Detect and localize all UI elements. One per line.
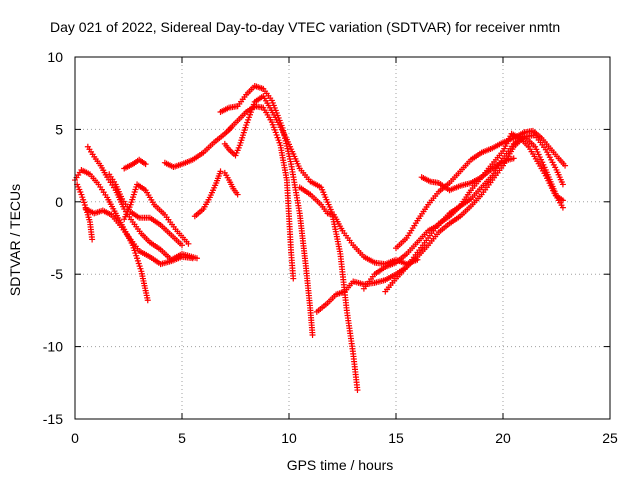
data-point-marker [137, 265, 144, 272]
series-track-18 [393, 127, 569, 252]
series-track-11 [217, 82, 316, 339]
data-point-marker [89, 236, 96, 243]
data-point-marker [134, 255, 141, 262]
series-track-13 [221, 169, 241, 198]
plot-frame [74, 56, 611, 420]
data-point-marker [562, 162, 569, 169]
data-point-marker [133, 252, 140, 259]
data-point-marker [78, 191, 85, 198]
data-point-marker [185, 240, 192, 247]
data-point-marker [80, 196, 87, 203]
x-tick-label: 5 [178, 430, 186, 446]
series-track-7 [121, 156, 149, 172]
data-point-marker [309, 332, 316, 339]
series-track-6 [121, 181, 192, 247]
data-point-marker [559, 204, 566, 211]
x-tick-label: 20 [495, 430, 511, 446]
grid-layer [75, 57, 610, 419]
y-tick-label: -10 [43, 339, 63, 355]
x-tick-label: 10 [281, 430, 297, 446]
data-point-marker [510, 155, 517, 162]
data-point-marker [234, 191, 241, 198]
y-tick-label: 5 [55, 121, 63, 137]
data-point-marker [290, 275, 297, 282]
series-track-9 [191, 168, 224, 220]
data-markers [72, 82, 569, 394]
data-point-marker [193, 255, 200, 262]
tick-layer [74, 56, 611, 420]
data-point-marker [80, 199, 87, 206]
y-tick-label: 0 [55, 194, 63, 210]
data-point-marker [79, 194, 86, 201]
chart-title: Day 021 of 2022, Sidereal Day-to-day VTE… [50, 19, 560, 35]
series-track-14 [296, 184, 421, 268]
data-point-marker [142, 161, 149, 168]
data-point-marker [136, 263, 143, 270]
x-tick-label: 15 [388, 430, 404, 446]
data-point-marker [134, 257, 141, 264]
series-track-15 [313, 133, 566, 315]
y-tick-label: -15 [43, 411, 63, 427]
data-point-marker [559, 181, 566, 188]
y-tick-label: 10 [47, 49, 63, 65]
data-point-marker [132, 250, 139, 257]
x-tick-label: 25 [602, 430, 618, 446]
series-track-8 [161, 124, 235, 171]
data-point-marker [81, 201, 88, 208]
data-point-marker [135, 260, 142, 267]
series-track-17 [360, 130, 566, 292]
y-axis-label: SDTVAR / TECUs [7, 184, 23, 296]
data-point-marker [354, 387, 361, 394]
data-point-marker [217, 168, 224, 175]
x-axis-label: GPS time / hours [287, 457, 394, 473]
y-tick-label: -5 [51, 266, 64, 282]
data-point-marker [179, 242, 185, 249]
tick-labels: 0 5 10 15 20 25 -15 -10 -5 0 5 10 [43, 49, 618, 446]
series-track-19 [418, 155, 517, 194]
series-track-5 [106, 171, 185, 249]
x-tick-label: 0 [71, 430, 79, 446]
series-track-4 [74, 181, 96, 243]
data-point-marker [144, 297, 151, 304]
